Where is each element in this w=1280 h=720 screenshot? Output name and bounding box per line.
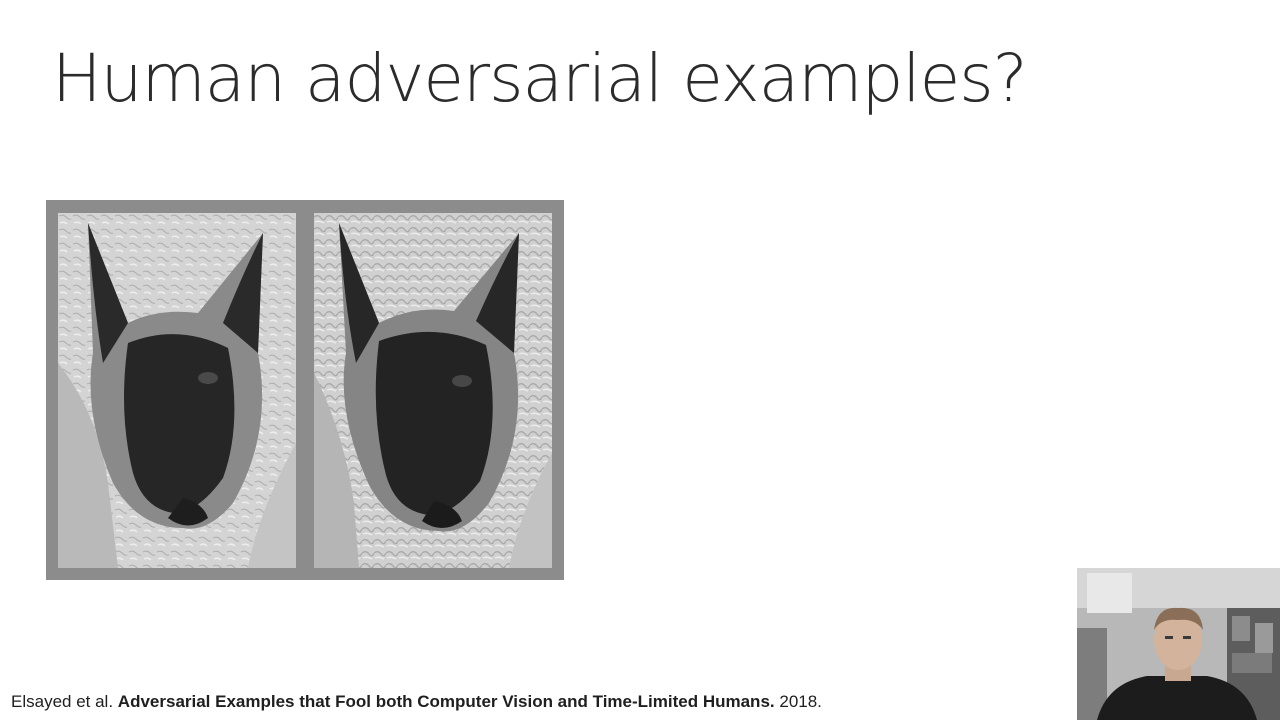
citation-authors: Elsayed et al.: [11, 692, 114, 711]
citation: Elsayed et al. Adversarial Examples that…: [11, 692, 822, 712]
presenter-webcam: [1077, 568, 1280, 720]
cat-image-figure: [46, 200, 564, 580]
cat-image-original: [58, 213, 296, 568]
slide-title: Human adversarial examples?: [52, 40, 1028, 117]
citation-paper-title: Adversarial Examples that Fool both Comp…: [117, 692, 775, 711]
citation-year: 2018.: [779, 692, 822, 711]
cat-image-perturbed: [314, 213, 552, 568]
